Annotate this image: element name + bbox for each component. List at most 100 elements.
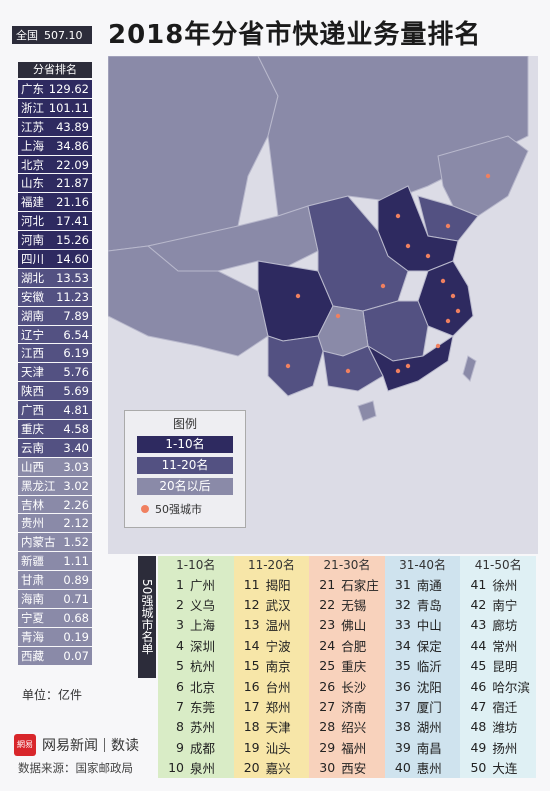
city-name: 南通 — [416, 577, 442, 593]
city-name: 成都 — [190, 740, 216, 756]
province-row: 湖北 13.53 — [18, 268, 92, 288]
city-rank: 27 — [319, 699, 336, 715]
city-rank: 17 — [243, 699, 260, 715]
province-value: 21.87 — [56, 176, 89, 191]
province-value: 6.54 — [63, 327, 89, 342]
province-name: 江苏 — [21, 119, 44, 134]
city-group-header: 21-30名 — [323, 558, 371, 572]
city-group-column: 1-10名 1 广州 2 义乌 3 上海 4 深圳 5 杭州 6 北京 7 东莞 8 苏州 9 成都 10 泉州 — [158, 556, 234, 778]
city-row: 3 上海 — [158, 615, 234, 635]
province-row: 黑龙江 3.02 — [18, 476, 92, 496]
map-svg — [108, 56, 529, 422]
legend-dot-label: 50强城市 — [155, 503, 202, 516]
city-row: 29 福州 — [309, 737, 385, 757]
province-row: 海南 0.71 — [18, 590, 92, 609]
province-row: 贵州 2.12 — [18, 514, 92, 534]
legend-item-tier1: 1-10名 — [137, 436, 233, 453]
city-rank: 7 — [176, 699, 184, 715]
unit-label: 单位：亿件 — [22, 688, 83, 702]
province-row: 云南 3.40 — [18, 438, 92, 458]
city-row: 46 哈尔滨 — [460, 676, 536, 696]
city-row: 45 昆明 — [460, 656, 536, 676]
city-dot — [440, 278, 446, 284]
legend-title: 图例 — [172, 417, 197, 431]
city-group-column: 21-30名 21 石家庄 22 无锡 23 佛山 24 合肥 25 重庆 26 长沙 27 济南 28 绍兴 2… — [309, 556, 385, 778]
region-tier3-west — [108, 56, 279, 252]
province-value: 1.11 — [63, 554, 89, 569]
city-rank: 44 — [470, 637, 487, 653]
city-row: 35 临沂 — [385, 656, 461, 676]
city-name: 东莞 — [190, 700, 216, 716]
city-row: 6 北京 — [158, 676, 234, 696]
city-row: 36 沈阳 — [385, 676, 461, 696]
province-name: 西藏 — [21, 648, 44, 663]
legend-item-tier3: 20名以后 — [137, 478, 233, 495]
province-value: 22.09 — [56, 157, 89, 172]
city-row: 23 佛山 — [309, 615, 385, 635]
city-row: 9 成都 — [158, 737, 234, 757]
city-row: 4 深圳 — [158, 635, 234, 655]
city-name: 杭州 — [190, 659, 216, 675]
province-row: 四川 14.60 — [18, 250, 92, 269]
city-name: 潍坊 — [492, 720, 518, 736]
city-rank: 16 — [243, 678, 260, 694]
province-value: 129.62 — [48, 81, 89, 96]
city-row: 30 西安 — [309, 758, 385, 778]
city-rank: 8 — [176, 719, 184, 735]
brand-logo: 網易 网易新闻 数读 — [14, 734, 139, 756]
city-row: 16 台州 — [234, 676, 310, 696]
city-rank: 10 — [168, 760, 184, 776]
province-value: 0.07 — [63, 648, 89, 663]
city-rank: 22 — [319, 597, 336, 613]
province-value: 3.40 — [63, 440, 89, 455]
city-rank: 39 — [394, 739, 411, 755]
city-row: 2 义乌 — [158, 594, 234, 614]
province-value: 101.11 — [48, 100, 89, 115]
city-dot — [405, 243, 411, 249]
city-name: 大连 — [492, 761, 518, 777]
city-name: 绍兴 — [341, 720, 367, 736]
city-row: 17 郑州 — [234, 696, 310, 716]
province-value: 3.03 — [63, 459, 89, 474]
city-row: 37 厦门 — [385, 696, 461, 716]
city-row: 22 无锡 — [309, 594, 385, 614]
province-row: 北京 22.09 — [18, 155, 92, 175]
city-dot — [345, 368, 351, 374]
province-row: 河南 15.26 — [18, 231, 92, 251]
city-name: 济南 — [341, 700, 367, 716]
region-tier3-north — [257, 56, 529, 217]
region-tier2-liaoning — [417, 195, 479, 242]
province-row: 山东 21.87 — [18, 174, 92, 194]
city-name: 厦门 — [416, 700, 442, 716]
city-name: 沈阳 — [416, 679, 442, 695]
province-value: 5.76 — [63, 365, 89, 380]
city-rank: 32 — [394, 597, 411, 613]
city-name: 天津 — [265, 720, 291, 736]
city-name: 佛山 — [341, 618, 367, 634]
city-rank: 6 — [176, 678, 184, 694]
city-row: 8 苏州 — [158, 717, 234, 737]
city-dot — [285, 363, 291, 369]
city-rank: 14 — [243, 637, 260, 653]
province-row: 湖南 7.89 — [18, 306, 92, 326]
city-name: 泉州 — [190, 761, 216, 777]
province-row: 广西 4.81 — [18, 401, 92, 421]
province-row: 江西 6.19 — [18, 344, 92, 364]
city-row: 20 嘉兴 — [234, 758, 310, 778]
city-rank: 5 — [176, 658, 184, 674]
city-rank: 3 — [176, 617, 184, 633]
province-name: 吉林 — [21, 497, 44, 512]
province-name: 青海 — [21, 629, 44, 644]
city-name: 广州 — [190, 577, 216, 593]
province-name: 广东 — [21, 81, 44, 96]
city-name: 扬州 — [492, 740, 518, 756]
region-tier1-south — [366, 334, 454, 392]
province-name: 江西 — [21, 346, 44, 361]
national-total: 全国 507.10 — [12, 26, 92, 44]
province-row: 陕西 5.69 — [18, 382, 92, 402]
region-tier3-hainan — [357, 400, 377, 422]
city-row: 27 济南 — [309, 696, 385, 716]
city-name: 宿迁 — [492, 700, 518, 716]
city-rank: 18 — [243, 719, 260, 735]
city-group-column: 41-50名 41 徐州 42 南宁 43 廊坊 44 常州 45 昆明 46 哈尔滨 47 宿迁 48 潍坊 4… — [460, 556, 536, 778]
